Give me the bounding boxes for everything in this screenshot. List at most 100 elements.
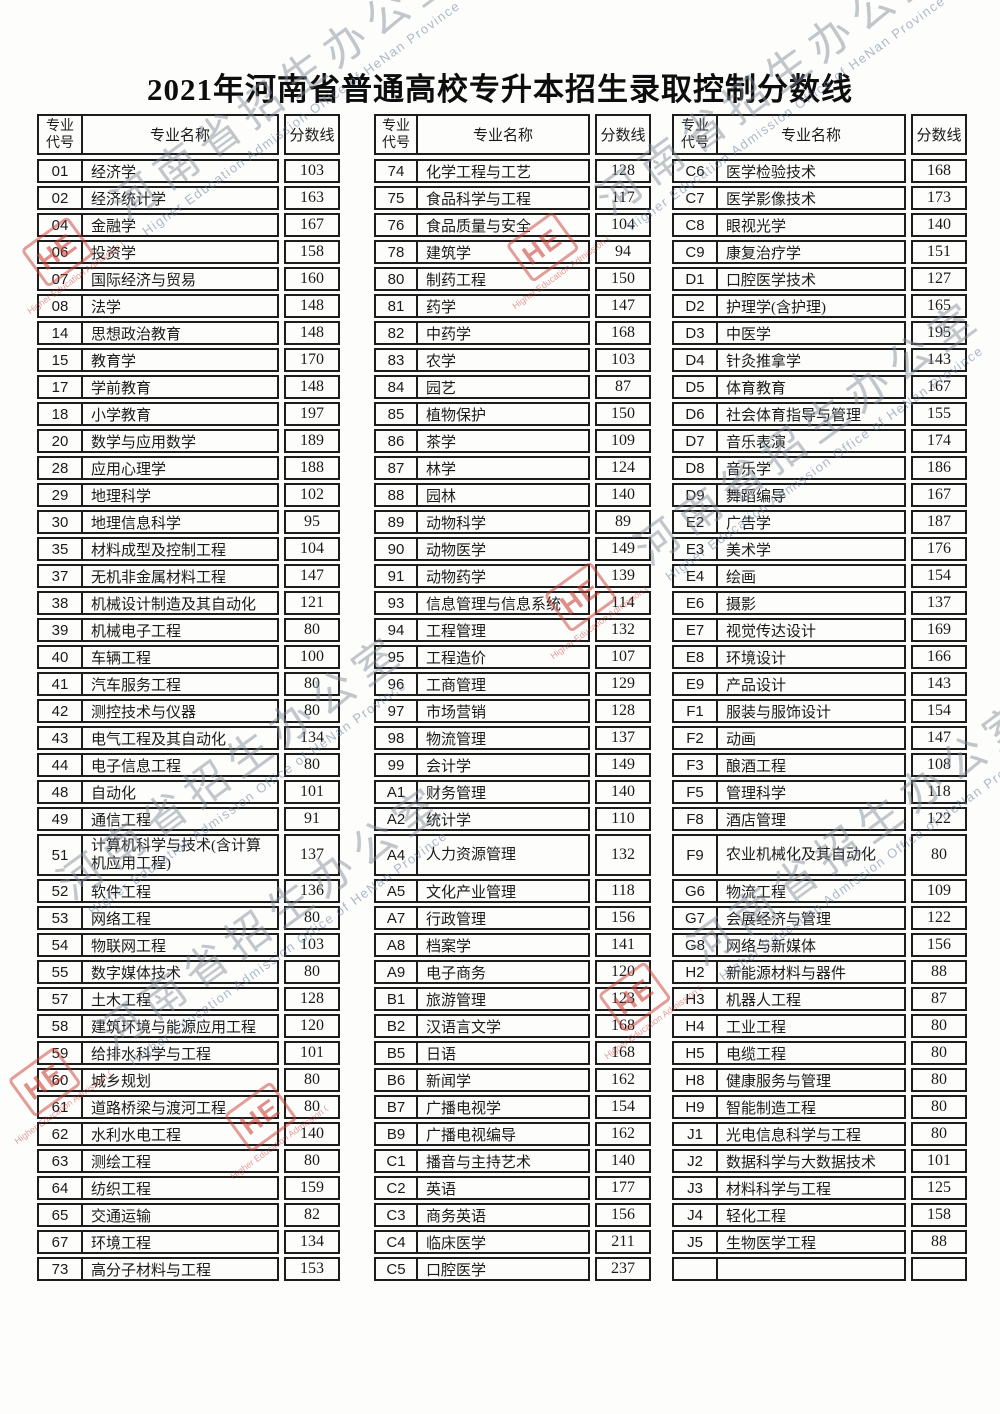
table-row: D7 音乐表演 174 — [672, 429, 967, 453]
table-row: 65 交通运输 82 — [37, 1203, 340, 1227]
score-cell: 237 — [595, 1257, 651, 1281]
major-name-cell: 水利水电工程 — [83, 1122, 279, 1146]
table-row: 04 金融学 167 — [37, 213, 340, 237]
major-name-cell: 摄影 — [718, 591, 906, 615]
major-code-cell: C1 — [374, 1149, 418, 1173]
score-cell: 101 — [284, 780, 340, 804]
major-name-cell: 高分子材料与工程 — [83, 1257, 279, 1281]
major-code-cell: 35 — [37, 537, 83, 561]
score-cell: 143 — [911, 348, 967, 372]
major-name-cell: 体育教育 — [718, 375, 906, 399]
score-cell: 177 — [595, 1176, 651, 1200]
major-code-cell: 17 — [37, 375, 83, 399]
major-name-cell: 绘画 — [718, 564, 906, 588]
score-cell: 156 — [595, 1203, 651, 1227]
major-code-cell: D2 — [672, 294, 718, 318]
major-code-cell: 89 — [374, 510, 418, 534]
major-code-cell: F5 — [672, 780, 718, 804]
score-cell: 129 — [595, 672, 651, 696]
major-name-cell: 信息管理与信息系统 — [418, 591, 590, 615]
table-row: 07 国际经济与贸易 160 — [37, 267, 340, 291]
score-cell: 156 — [595, 906, 651, 930]
major-code-cell: 51 — [37, 834, 83, 876]
major-name-cell: 计算机科学与技术(含计算机应用工程) — [83, 834, 279, 876]
table-row: 87 林学 124 — [374, 456, 651, 480]
score-cell: 167 — [911, 483, 967, 507]
score-table-left: 专业代号 专业名称 分数线 01 经济学 103 02 经济统计学 163 04 金融学 167… — [37, 114, 340, 1284]
score-cell: 140 — [595, 1149, 651, 1173]
major-code-cell: 80 — [374, 267, 418, 291]
col-header-major-name: 专业名称 — [83, 114, 279, 155]
major-name-cell: 动物科学 — [418, 510, 590, 534]
table-row: 44 电子信息工程 80 — [37, 753, 340, 777]
col-header-major-code: 专业代号 — [672, 114, 718, 155]
major-code-cell: 74 — [374, 159, 418, 183]
table-row: J4 轻化工程 158 — [672, 1203, 967, 1227]
table-row: D1 口腔医学技术 127 — [672, 267, 967, 291]
major-name-cell: 电气工程及其自动化 — [83, 726, 279, 750]
table-row: D8 音乐学 186 — [672, 456, 967, 480]
table-header-row: 专业代号 专业名称 分数线 — [37, 114, 340, 156]
table-row: 41 汽车服务工程 80 — [37, 672, 340, 696]
major-name-cell: 教育学 — [83, 348, 279, 372]
score-cell: 158 — [911, 1203, 967, 1227]
major-code-cell: D8 — [672, 456, 718, 480]
major-code-cell: C5 — [374, 1257, 418, 1281]
score-cell: 158 — [284, 240, 340, 264]
major-code-cell: 73 — [37, 1257, 83, 1281]
table-row: E4 绘画 154 — [672, 564, 967, 588]
major-name-cell: 无机非金属材料工程 — [83, 564, 279, 588]
score-cell: 101 — [284, 1041, 340, 1065]
major-code-cell: 54 — [37, 933, 83, 957]
table-row: 20 数学与应用数学 189 — [37, 429, 340, 453]
table-row: 93 信息管理与信息系统 114 — [374, 591, 651, 615]
major-code-cell: F2 — [672, 726, 718, 750]
major-code-cell: 52 — [37, 879, 83, 903]
score-cell: 141 — [595, 933, 651, 957]
table-row: 52 软件工程 136 — [37, 879, 340, 903]
score-cell: 154 — [911, 564, 967, 588]
major-name-cell: 动物医学 — [418, 537, 590, 561]
score-cell: 80 — [284, 1068, 340, 1092]
major-code-cell: 15 — [37, 348, 83, 372]
table-row: 28 应用心理学 188 — [37, 456, 340, 480]
major-code-cell: 64 — [37, 1176, 83, 1200]
major-name-cell: 食品质量与安全 — [418, 213, 590, 237]
major-name-cell: 汽车服务工程 — [83, 672, 279, 696]
major-name-cell: 文化产业管理 — [418, 879, 590, 903]
major-name-cell: 播音与主持艺术 — [418, 1149, 590, 1173]
major-name-cell: 汉语言文学 — [418, 1014, 590, 1038]
score-cell: 121 — [284, 591, 340, 615]
major-code-cell: C8 — [672, 213, 718, 237]
table-row: C5 口腔医学 237 — [374, 1257, 651, 1281]
major-name-cell: 人力资源管理 — [418, 834, 590, 876]
score-cell: 154 — [595, 1095, 651, 1119]
major-name-cell: 机械设计制造及其自动化 — [83, 591, 279, 615]
major-code-cell: 63 — [37, 1149, 83, 1173]
major-name-cell: 园林 — [418, 483, 590, 507]
major-code-cell: 49 — [37, 807, 83, 831]
table-row: B9 广播电视编导 162 — [374, 1122, 651, 1146]
table-row: 91 动物药学 139 — [374, 564, 651, 588]
table-row: 61 道路桥梁与渡河工程 80 — [37, 1095, 340, 1119]
table-row: E2 广告学 187 — [672, 510, 967, 534]
score-cell: 87 — [911, 987, 967, 1011]
major-code-cell: 37 — [37, 564, 83, 588]
score-cell: 80 — [911, 1068, 967, 1092]
major-code-cell: H4 — [672, 1014, 718, 1038]
col-header-score-line: 分数线 — [284, 114, 340, 155]
major-name-cell: 测控技术与仪器 — [83, 699, 279, 723]
major-code-cell: 98 — [374, 726, 418, 750]
major-name-cell: 广告学 — [718, 510, 906, 534]
table-row: H2 新能源材料与器件 88 — [672, 960, 967, 984]
score-cell: 102 — [284, 483, 340, 507]
table-row: 57 土木工程 128 — [37, 987, 340, 1011]
major-name-cell: 物联网工程 — [83, 933, 279, 957]
table-row: 89 动物科学 89 — [374, 510, 651, 534]
table-header-row: 专业代号 专业名称 分数线 — [672, 114, 967, 156]
major-code-cell: E7 — [672, 618, 718, 642]
major-name-cell: 材料科学与工程 — [718, 1176, 906, 1200]
score-cell: 118 — [911, 780, 967, 804]
major-name-cell: 服装与服饰设计 — [718, 699, 906, 723]
score-cell: 109 — [595, 429, 651, 453]
